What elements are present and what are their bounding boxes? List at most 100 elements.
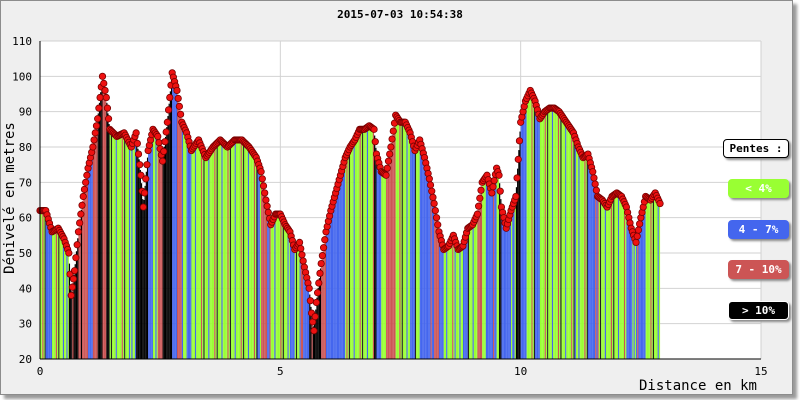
slope-bar xyxy=(491,189,494,359)
slope-bar xyxy=(593,181,596,359)
slope-bar xyxy=(467,227,469,359)
slope-bar xyxy=(518,150,520,359)
slope-bar xyxy=(195,144,197,359)
profile-point xyxy=(96,93,104,102)
slope-bar xyxy=(48,221,50,359)
slope-bar xyxy=(78,227,80,359)
slope-bar xyxy=(614,194,616,359)
slope-bar xyxy=(620,196,622,359)
slope-bar xyxy=(440,238,442,359)
profile-point xyxy=(259,182,268,190)
y-tick-label: 80 xyxy=(19,141,32,154)
slope-bar xyxy=(503,220,506,359)
profile-point xyxy=(73,241,81,249)
slope-bar xyxy=(454,240,456,359)
profile-point xyxy=(155,138,163,147)
profile-point xyxy=(591,180,599,188)
slope-bar xyxy=(363,129,365,359)
slope-bar xyxy=(561,116,563,359)
slope-bar xyxy=(291,238,293,359)
slope-bar xyxy=(203,153,205,359)
slope-bar xyxy=(347,150,349,359)
slope-bar xyxy=(327,223,329,359)
profile-point xyxy=(514,155,522,163)
slope-bar xyxy=(294,248,296,359)
profile-point xyxy=(154,132,162,140)
slope-bar xyxy=(557,111,560,359)
slope-bar xyxy=(85,178,87,359)
slope-bar xyxy=(625,205,627,359)
slope-bar xyxy=(595,187,597,359)
profile-point xyxy=(139,203,147,211)
slope-bar xyxy=(604,204,606,359)
slope-bar xyxy=(584,156,586,359)
slope-bar xyxy=(262,182,264,359)
y-tick-label: 60 xyxy=(19,212,32,225)
profile-point xyxy=(512,192,520,201)
slope-bar xyxy=(250,149,252,359)
slope-bar xyxy=(408,131,411,359)
slope-bar xyxy=(390,143,393,359)
slope-bar xyxy=(168,103,170,359)
slope-bar xyxy=(332,203,334,359)
slope-bar xyxy=(205,156,208,359)
slope-bar xyxy=(89,160,91,359)
profile-point xyxy=(490,176,498,185)
profile-point xyxy=(370,125,378,133)
slope-bar xyxy=(316,297,318,359)
slope-bar xyxy=(511,208,513,359)
slope-bar xyxy=(161,158,163,359)
slope-bar xyxy=(280,215,282,359)
slope-bar xyxy=(406,126,408,359)
slope-bar xyxy=(43,210,45,359)
slope-bar xyxy=(410,135,412,359)
profile-point xyxy=(310,327,318,335)
slope-bar xyxy=(338,181,340,359)
slope-bar xyxy=(648,198,650,359)
slope-bar xyxy=(654,193,656,359)
profile-point xyxy=(74,228,83,236)
slope-bar xyxy=(213,146,215,359)
slope-bar xyxy=(232,141,234,359)
slope-bar xyxy=(238,139,240,359)
slope-bar xyxy=(193,146,196,359)
profile-point xyxy=(77,210,85,218)
slope-bar xyxy=(549,108,551,359)
slope-bar xyxy=(353,140,355,359)
slope-bar xyxy=(376,156,378,359)
profile-point xyxy=(258,175,266,183)
slope-bar xyxy=(66,247,68,359)
x-tick-label: 5 xyxy=(277,365,284,378)
slope-bar xyxy=(399,121,401,359)
slope-bar xyxy=(531,94,533,360)
profile-point xyxy=(317,259,325,268)
slope-bar xyxy=(482,181,484,359)
profile-point xyxy=(318,252,326,260)
profile-point xyxy=(164,106,173,114)
slope-bar xyxy=(590,165,592,359)
slope-bar xyxy=(609,200,611,359)
profile-point xyxy=(92,122,101,130)
slope-bar xyxy=(120,134,122,359)
slope-bar xyxy=(568,126,570,359)
slope-bar xyxy=(301,257,304,359)
slope-bar xyxy=(307,285,310,359)
slope-bar xyxy=(73,274,75,359)
slope-bar xyxy=(575,141,578,359)
slope-bar xyxy=(530,91,532,360)
slope-bar xyxy=(84,185,86,359)
slope-bar xyxy=(441,242,443,359)
slope-bar xyxy=(442,247,444,359)
slope-bar xyxy=(413,148,415,359)
slope-bar xyxy=(207,154,209,359)
profile-points xyxy=(36,69,664,335)
slope-bar xyxy=(470,226,472,359)
slope-bar xyxy=(101,81,103,359)
slope-bar xyxy=(82,200,84,359)
slope-bar xyxy=(285,225,287,359)
slope-bar xyxy=(211,147,214,359)
slope-bar xyxy=(282,220,284,359)
slope-bar xyxy=(281,218,283,359)
x-axis-title: Distance en km xyxy=(639,378,757,394)
